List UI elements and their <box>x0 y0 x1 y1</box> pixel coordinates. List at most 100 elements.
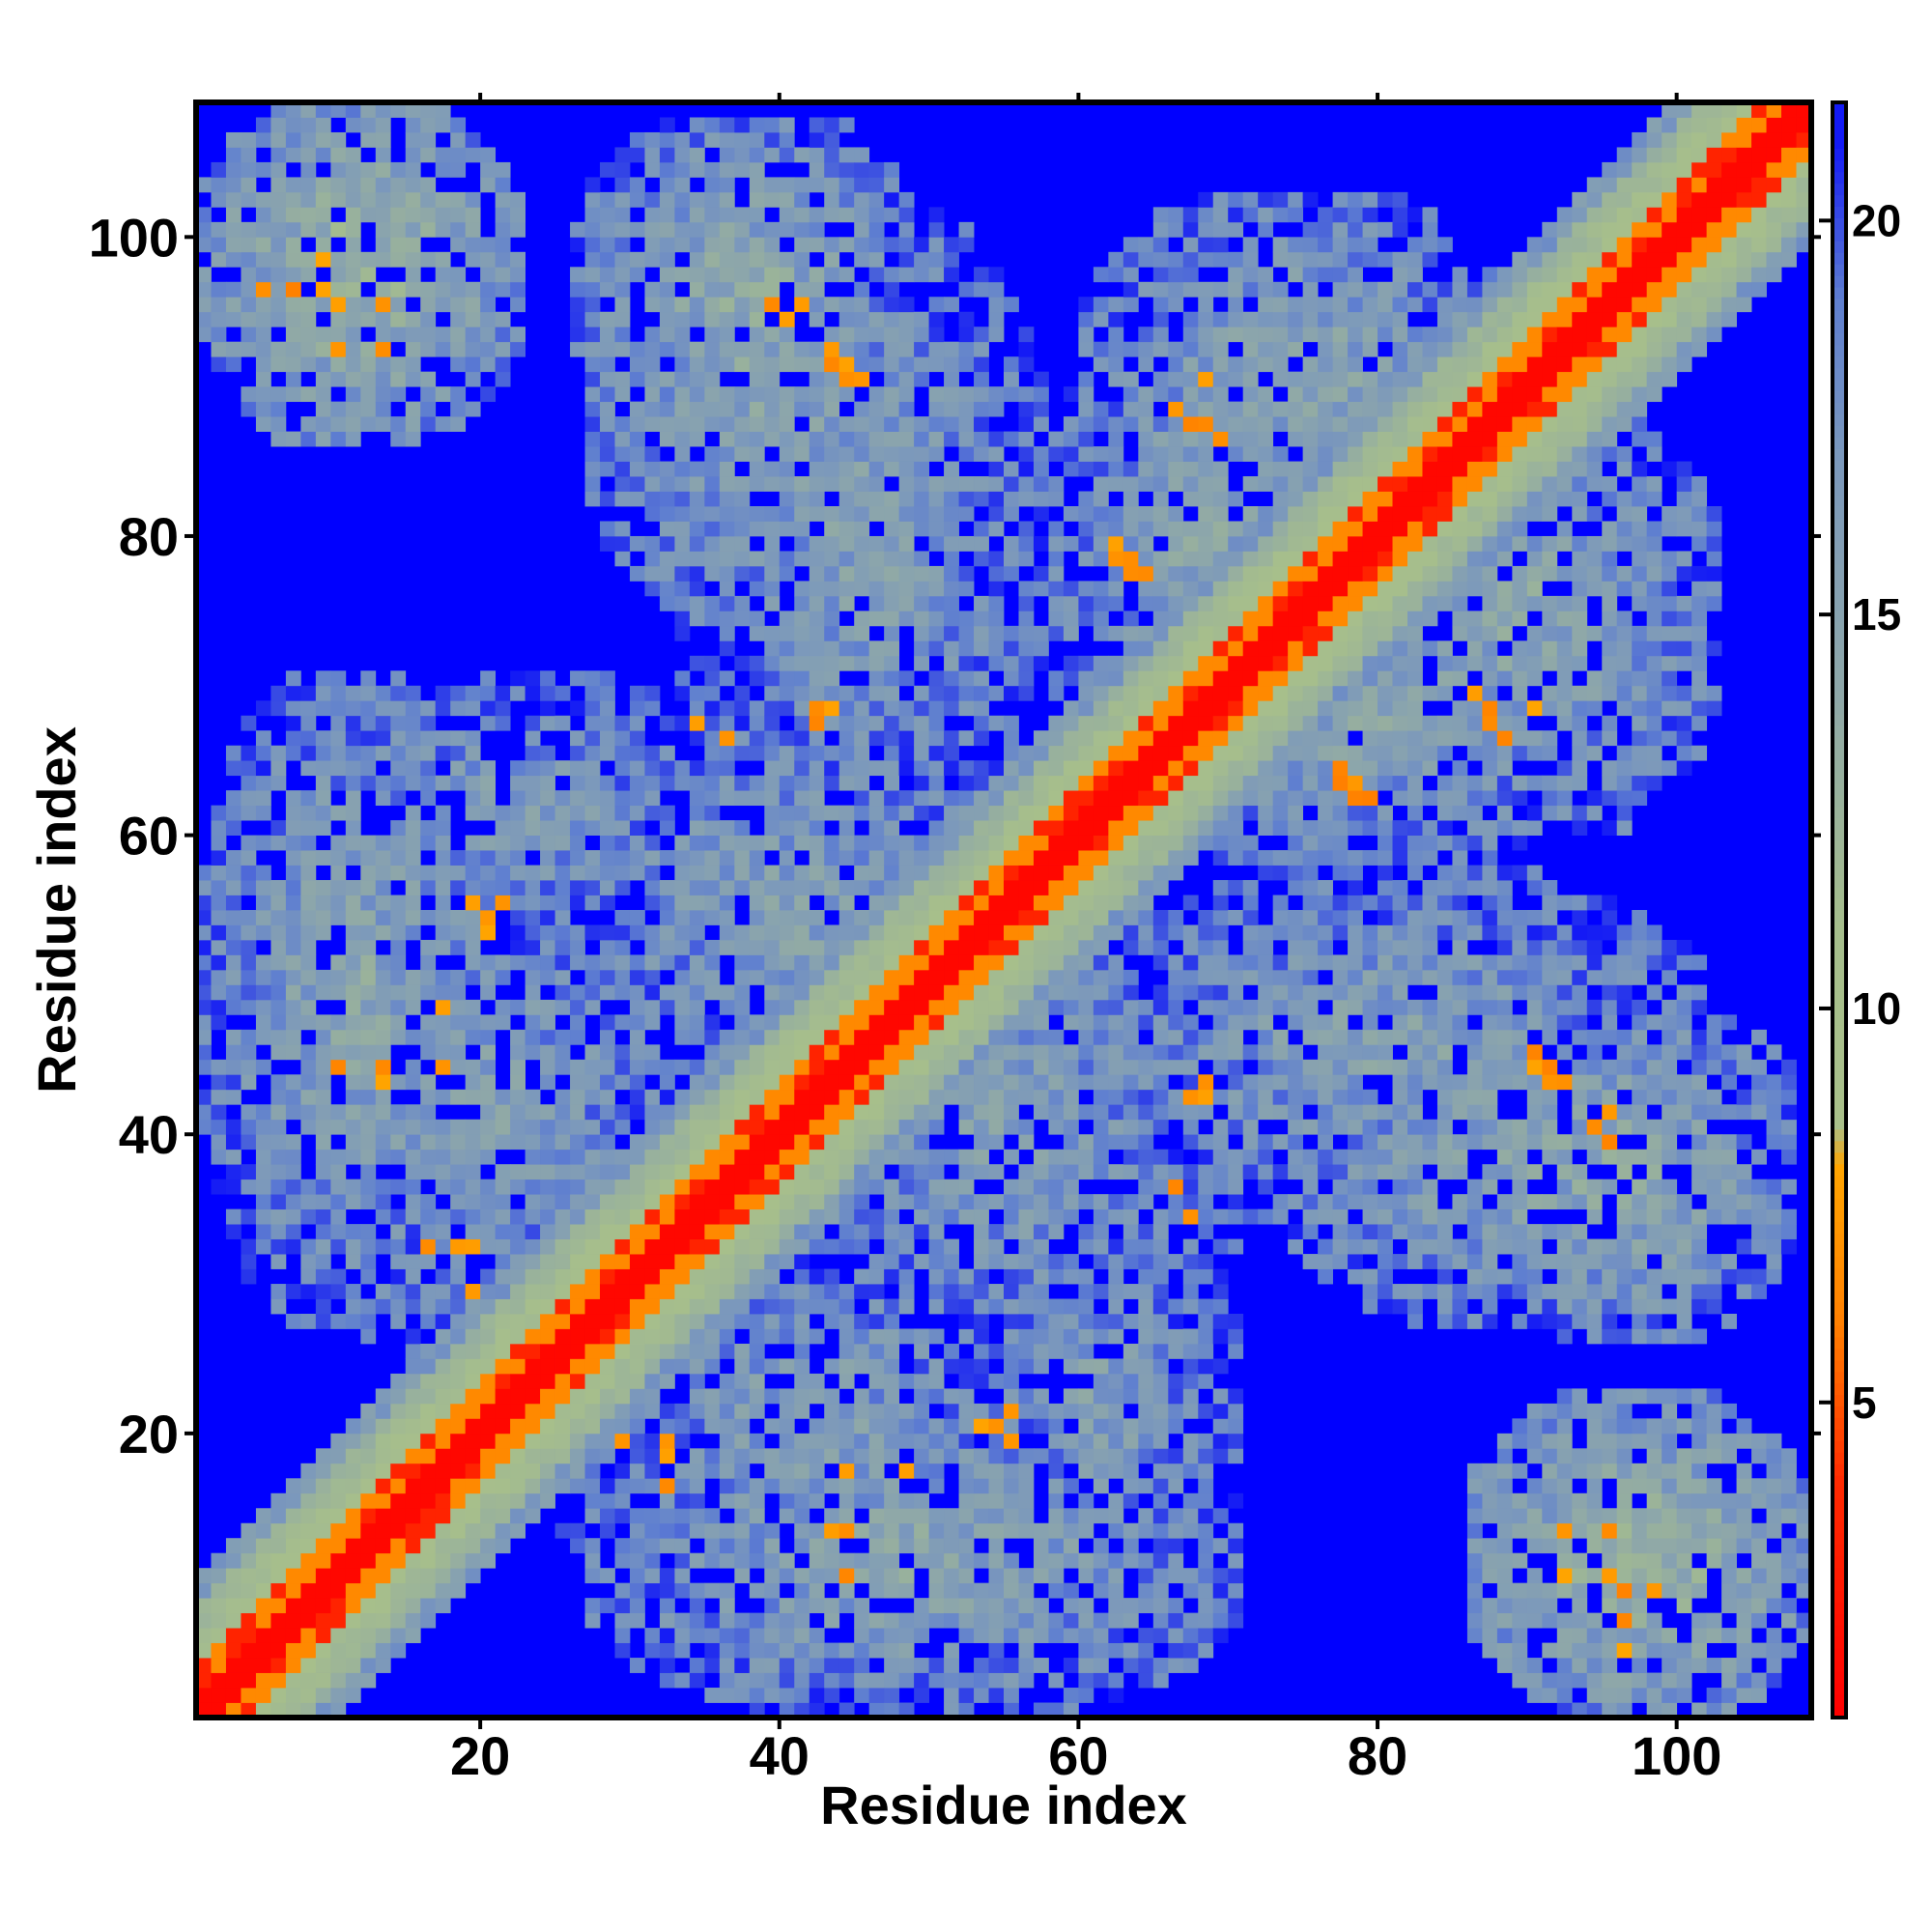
heatmap-cell <box>1018 341 1035 357</box>
heatmap-cell <box>584 1074 601 1091</box>
heatmap-cell <box>914 1388 929 1405</box>
heatmap-cell <box>465 1448 481 1464</box>
heatmap-cell <box>958 790 975 807</box>
heatmap-cell <box>435 1284 451 1299</box>
heatmap-cell <box>1048 1208 1065 1225</box>
heatmap-cell <box>734 1538 751 1554</box>
heatmap-cell <box>884 670 900 687</box>
heatmap-cell <box>315 924 331 941</box>
heatmap-cell <box>1108 461 1124 477</box>
heatmap-cell <box>211 237 227 253</box>
heatmap-cell <box>1138 790 1154 807</box>
heatmap-cell <box>764 551 781 567</box>
heatmap-cell <box>794 835 810 851</box>
heatmap-cell <box>659 221 675 238</box>
heatmap-cell <box>241 221 257 238</box>
heatmap-cell <box>928 595 945 611</box>
heatmap-cell <box>824 670 840 687</box>
heatmap-cell <box>1004 715 1019 731</box>
heatmap-cell <box>600 1478 615 1494</box>
heatmap-cell <box>914 1612 929 1629</box>
heatmap-cell <box>390 1628 407 1643</box>
heatmap-cell <box>345 1582 361 1599</box>
heatmap-cell <box>600 1268 615 1285</box>
heatmap-cell <box>884 281 900 298</box>
heatmap-cell <box>674 491 691 507</box>
heatmap-cell <box>1063 611 1079 627</box>
heatmap-cell <box>928 1582 945 1599</box>
heatmap-cell <box>974 1149 989 1165</box>
heatmap-cell <box>1063 1104 1079 1121</box>
heatmap-cell <box>719 341 735 357</box>
heatmap-cell <box>584 1224 601 1239</box>
heatmap-cell <box>600 1238 615 1255</box>
heatmap-cell <box>330 1702 347 1719</box>
heatmap-cell <box>898 191 915 208</box>
heatmap-cell <box>884 1702 900 1719</box>
heatmap-cell <box>854 1568 870 1584</box>
heatmap-cell <box>345 1134 361 1151</box>
heatmap-cell <box>1078 1463 1094 1479</box>
heatmap-cell <box>315 1598 331 1614</box>
heatmap-cell <box>345 1238 361 1255</box>
heatmap-cell <box>241 1179 257 1195</box>
heatmap-cell <box>285 1044 301 1061</box>
heatmap-cell <box>779 969 795 985</box>
heatmap-cell <box>779 880 795 895</box>
heatmap-cell <box>629 1448 645 1464</box>
heatmap-cell <box>644 745 661 761</box>
heatmap-cell <box>1138 1628 1154 1643</box>
heatmap-cell <box>1004 1074 1019 1091</box>
heatmap-cell <box>330 131 347 148</box>
heatmap-cell <box>554 1104 571 1121</box>
heatmap-cell <box>390 1522 407 1539</box>
heatmap-cell <box>914 416 929 432</box>
heatmap-cell <box>974 1224 989 1239</box>
heatmap-cell <box>510 685 526 701</box>
heatmap-cell <box>540 1343 555 1359</box>
heatmap-cell <box>1122 1448 1139 1464</box>
heatmap-cell <box>1108 1612 1124 1629</box>
heatmap-cell <box>435 730 451 747</box>
heatmap-cell <box>315 775 331 791</box>
heatmap-cell <box>704 1358 721 1375</box>
heatmap-cell <box>824 356 840 373</box>
heatmap-cell <box>600 865 615 881</box>
heatmap-cell <box>1018 595 1035 611</box>
heatmap-cell <box>824 1059 840 1075</box>
heatmap-cell <box>1122 1522 1139 1539</box>
heatmap-cell <box>480 1373 497 1389</box>
heatmap-cell <box>838 745 855 761</box>
heatmap-cell <box>719 1343 735 1359</box>
heatmap-cell <box>420 1552 437 1569</box>
heatmap-cell <box>1033 1403 1049 1419</box>
heatmap-cell <box>345 117 361 133</box>
heatmap-cell <box>704 1104 721 1121</box>
heatmap-cell <box>704 1552 721 1569</box>
heatmap-cell <box>854 147 870 163</box>
heatmap-cell <box>884 311 900 327</box>
heatmap-cell <box>315 670 331 687</box>
heatmap-cell <box>1048 954 1065 971</box>
heatmap-cell <box>764 865 781 881</box>
heatmap-cell <box>1018 1388 1035 1405</box>
heatmap-cell <box>988 476 1005 492</box>
heatmap-cell <box>914 1179 929 1195</box>
heatmap-cell <box>689 790 705 807</box>
heatmap-cell <box>1122 1104 1139 1121</box>
heatmap-cell <box>719 910 735 925</box>
heatmap-cell <box>1122 1134 1139 1151</box>
heatmap-cell <box>719 1538 735 1554</box>
heatmap-cell <box>510 1418 526 1435</box>
heatmap-cell <box>944 1552 959 1569</box>
heatmap-cell <box>510 1298 526 1315</box>
heatmap-cell <box>1108 1508 1124 1524</box>
heatmap-cell <box>749 147 765 163</box>
heatmap-cell <box>734 850 751 866</box>
heatmap-cell <box>420 1194 437 1210</box>
heatmap-cell <box>285 221 301 238</box>
heatmap-cell <box>405 1508 421 1524</box>
heatmap-cell <box>330 1044 347 1061</box>
heatmap-cell <box>824 895 840 911</box>
heatmap-cell <box>689 805 705 821</box>
